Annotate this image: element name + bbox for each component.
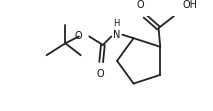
Text: H: H [113,19,120,28]
Text: OH: OH [182,0,197,10]
Text: O: O [137,0,144,10]
Text: O: O [96,69,104,79]
Text: N: N [113,30,120,40]
Text: O: O [75,31,82,41]
